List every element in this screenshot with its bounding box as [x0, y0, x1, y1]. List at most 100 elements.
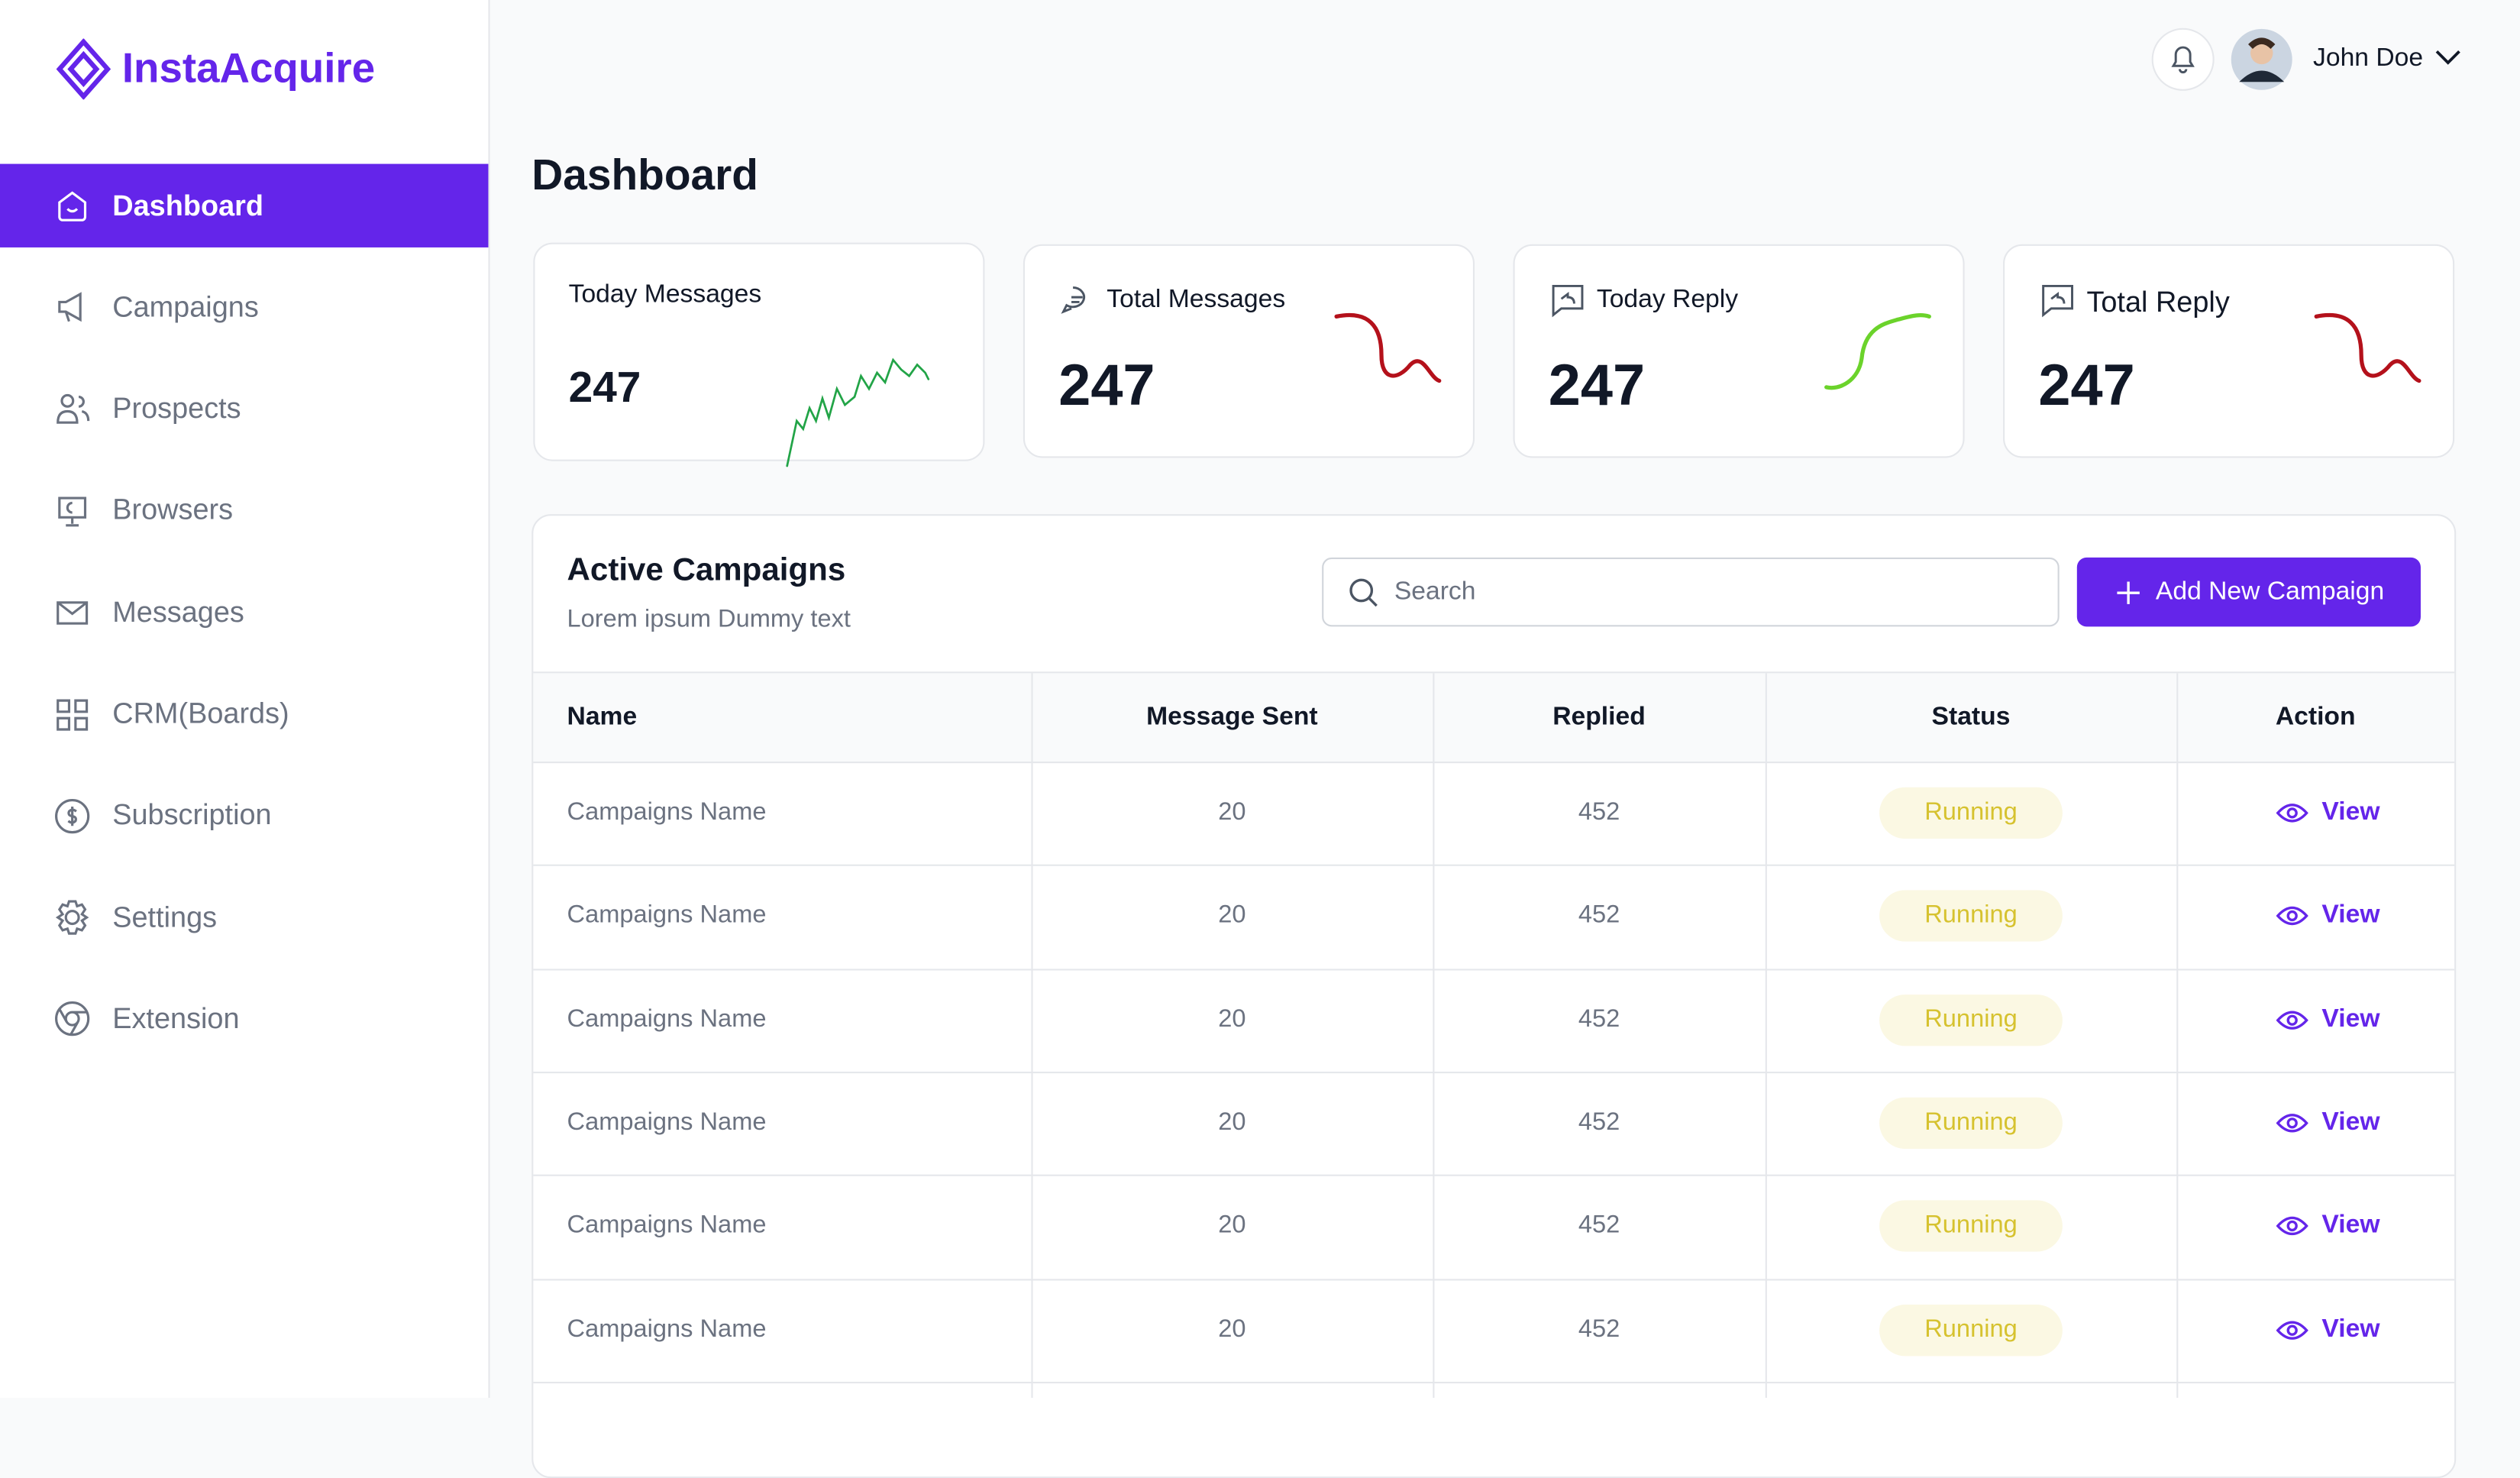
table-cell: Running: [1766, 1175, 2176, 1278]
nav-item[interactable]: Prospects: [0, 367, 488, 451]
table-border: [533, 865, 2455, 867]
view-link[interactable]: View: [2276, 1315, 2380, 1344]
add-campaign-button[interactable]: Add New Campaign: [2076, 557, 2421, 627]
table-border: [533, 1278, 2455, 1280]
stat-value: 247: [568, 363, 641, 412]
nav-item[interactable]: Messages: [0, 571, 488, 654]
user-name[interactable]: John Doe: [2313, 44, 2424, 73]
column-header: Name: [567, 703, 638, 731]
table-cell: 452: [1578, 1315, 1620, 1343]
status-badge: Running: [1879, 1304, 2063, 1356]
nav-item[interactable]: Subscription: [0, 774, 488, 857]
sparkline: [1334, 313, 1442, 383]
view-label: View: [2321, 1211, 2380, 1240]
view-link[interactable]: View: [2276, 902, 2379, 931]
table-border: [2176, 673, 2179, 1399]
avatar[interactable]: [2230, 27, 2297, 95]
icon-shape: [2042, 284, 2073, 318]
table-cell: Running: [1766, 762, 2176, 865]
nav-icon: [58, 191, 87, 222]
view-label: View: [2321, 1315, 2380, 1343]
panel-subtitle: Lorem ipsum Dummy text: [567, 606, 851, 633]
stat-card: Today Reply 247: [1513, 244, 1965, 458]
view-link[interactable]: View: [2276, 1211, 2380, 1241]
nav-icon: [58, 496, 87, 527]
table-cell: View: [2176, 969, 2454, 1072]
icon-shape: [55, 798, 90, 833]
nav-item[interactable]: Extension: [0, 978, 488, 1061]
icon-shape: [2276, 1320, 2309, 1340]
eye-icon: [2276, 1320, 2309, 1340]
column-header: Replied: [1552, 703, 1646, 731]
icon-shape: [58, 496, 87, 527]
nav-label: Subscription: [112, 799, 272, 832]
user-menu-chevron[interactable]: [2435, 48, 2461, 67]
search-icon: [1349, 578, 1378, 607]
nav-label: Extension: [112, 1002, 240, 1035]
icon-shape: [57, 601, 89, 626]
icon-shape: [1061, 286, 1085, 314]
view-link[interactable]: View: [2276, 799, 2379, 828]
table-cell: Campaigns Name: [567, 901, 767, 930]
page: InstaAcquire Dashboard Campaigns Prospects…: [0, 0, 2461, 1478]
table-cell: 20: [1218, 901, 1246, 930]
icon-shape: [2287, 910, 2299, 923]
table-border: [533, 762, 2455, 764]
nav-label: Messages: [112, 595, 244, 628]
table-cell: Campaigns Name: [567, 798, 767, 826]
table-cell: Campaigns Name: [567, 1005, 767, 1033]
eye-icon: [2276, 1217, 2309, 1236]
table-cell: 20: [1218, 1211, 1246, 1240]
nav-item[interactable]: Settings: [0, 876, 488, 959]
icon-shape: [2276, 1010, 2309, 1030]
table-cell: 20: [1218, 1315, 1246, 1343]
table-border: [533, 671, 2455, 674]
view-link[interactable]: View: [2276, 1005, 2380, 1034]
table-border: [533, 968, 2455, 970]
view-label: View: [2321, 1005, 2380, 1033]
nav-item[interactable]: Browsers: [0, 469, 488, 552]
nav-item[interactable]: CRM(Boards): [0, 672, 488, 755]
nav-icon: [55, 900, 89, 935]
stat-card: Total Messages 247: [1023, 244, 1475, 458]
eye-icon: [2276, 1010, 2309, 1030]
nav-item[interactable]: Campaigns: [0, 266, 488, 349]
notifications[interactable]: [2149, 27, 2216, 95]
stat-value: 247: [1548, 351, 1646, 418]
stat-value: 247: [2038, 351, 2135, 418]
stat-icon: [2042, 284, 2073, 318]
table-cell: 452: [1578, 798, 1620, 826]
nav-icon: [55, 798, 90, 833]
plus-icon: [2117, 581, 2140, 604]
status-badge: Running: [1879, 788, 2063, 839]
nav-label: Dashboard: [112, 189, 264, 222]
nav-label: Prospects: [112, 392, 241, 425]
status-badge: Running: [1879, 1097, 2063, 1150]
icon-shape: [2276, 1217, 2309, 1236]
nav-icon: [58, 292, 82, 322]
nav-label: CRM(Boards): [112, 697, 289, 729]
sparkline-line: [1334, 313, 1442, 383]
table-cell: 20: [1218, 1005, 1246, 1033]
nav-item[interactable]: Dashboard: [0, 163, 489, 247]
nav-label: Browsers: [112, 493, 234, 526]
search-box[interactable]: Search: [1322, 557, 2060, 627]
table-cell: 20: [1218, 1108, 1246, 1137]
icon-shape: [2276, 907, 2309, 927]
column-header: Action: [2275, 703, 2356, 731]
table-border: [533, 1071, 2455, 1073]
table-border: [1765, 673, 1767, 1399]
sparkline: [1824, 313, 1931, 390]
stat-icon: [1552, 284, 1584, 318]
status-badge: Running: [1879, 994, 2063, 1046]
table-cell: 452: [1578, 1108, 1620, 1137]
icon-shape: [2276, 1114, 2309, 1133]
stat-value: 247: [1058, 351, 1155, 418]
nav-icon: [57, 601, 89, 626]
icon-shape: [2287, 1324, 2299, 1336]
status-badge: Running: [1879, 1201, 2063, 1253]
icon-shape: [2276, 804, 2309, 823]
view-link[interactable]: View: [2276, 1108, 2379, 1137]
table-cell: 20: [1218, 798, 1246, 826]
stat-label: Total Reply: [2086, 286, 2230, 319]
